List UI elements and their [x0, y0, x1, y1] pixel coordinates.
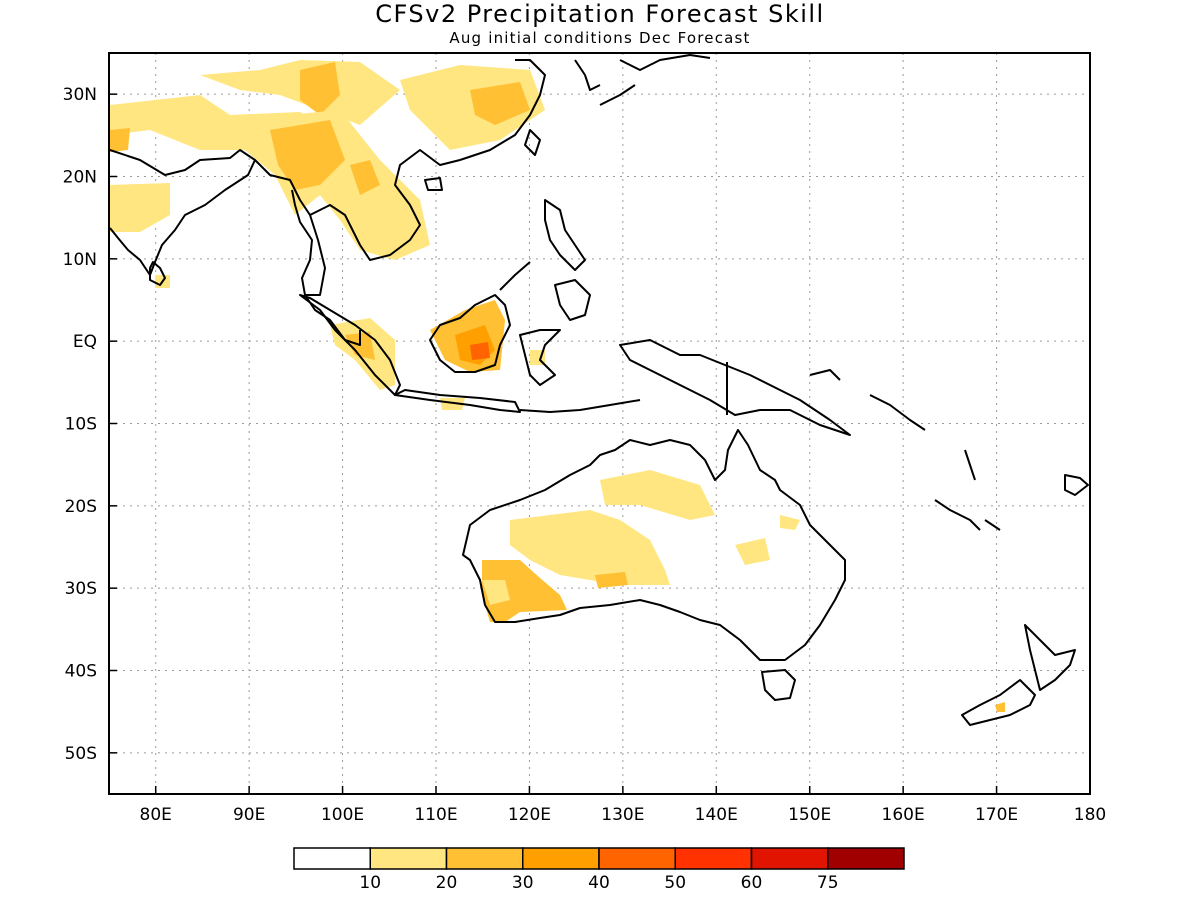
coast-borneo [429, 294, 511, 373]
colorbar-swatch [522, 847, 600, 870]
coast-taiwan [524, 129, 541, 156]
coast-new-caledonia [984, 519, 1001, 531]
coast-palawan [499, 261, 531, 291]
coast-fiji [1064, 474, 1089, 496]
lon-tick-label: 140E [695, 805, 738, 825]
coast-bismarck [809, 369, 926, 431]
colorbar: 10 20 30 40 50 60 75 [293, 847, 905, 893]
coast-tasmania [761, 669, 796, 701]
lat-tick-label: 10S [65, 415, 97, 435]
colorbar-label: 10 [359, 873, 381, 893]
shade-laos-core [350, 160, 380, 195]
longitude-ticks: 80E 90E 100E 110E 120E 130E 140E 150E 160E 170E 18… [140, 786, 1106, 825]
shade-sumatra-core [345, 332, 375, 360]
lat-tick-label: 50S [65, 744, 97, 764]
lat-tick-label: 10N [63, 250, 97, 270]
coast-japan [599, 54, 711, 106]
lon-tick-label: 150E [788, 805, 831, 825]
shade-india-core [110, 128, 130, 152]
shade-aus-sw2 [482, 580, 510, 605]
shade-nz [995, 702, 1005, 712]
colorbar-label: 75 [817, 873, 839, 893]
shade-aus-ne [780, 515, 800, 530]
chart-subtitle: Aug initial conditions Dec Forecast [449, 29, 751, 47]
colorbar-swatch [750, 847, 829, 870]
shade-aus-mid [595, 572, 628, 588]
coast-india [109, 149, 256, 276]
lat-tick-label: 40S [65, 662, 97, 682]
coast-sumatra [299, 294, 401, 396]
colorbar-label: 60 [741, 873, 763, 893]
coast-java [394, 389, 521, 413]
shade-aus-north [600, 470, 715, 520]
coast-burma [254, 159, 326, 296]
latitude-ticks: 30N 20N 10N EQ 10S 20S 30S 40S 50S [63, 85, 117, 764]
coast-korea [574, 59, 601, 91]
colorbar-label: 20 [436, 873, 458, 893]
coast-indochina [309, 149, 461, 261]
lon-tick-label: 80E [140, 805, 172, 825]
lat-tick-label: 20S [65, 497, 97, 517]
coast-nz-south [961, 679, 1036, 726]
colorbar-label: 30 [512, 873, 534, 893]
shade-java [440, 398, 465, 410]
coast-sri-lanka [149, 261, 166, 286]
colorbar-swatch [598, 847, 676, 870]
grid-lines [109, 53, 1090, 794]
coast-china [459, 59, 546, 161]
chart-title: CFSv2 Precipitation Forecast Skill [375, 0, 825, 28]
shade-borneo-peak [470, 342, 490, 360]
coast-australia [462, 429, 846, 661]
coast-solomons [934, 499, 981, 531]
colorbar-swatch [369, 847, 448, 870]
colorbar-swatch [674, 847, 753, 870]
shade-aus-sw [482, 560, 567, 622]
shade-india-west [110, 183, 170, 232]
colorbar-label: 40 [588, 873, 610, 893]
coast-sulawesi [519, 329, 561, 386]
coastlines [109, 54, 1089, 726]
colorbar-swatch [293, 847, 371, 870]
coast-lesser-sunda [519, 399, 641, 413]
coast-nz-north [1024, 624, 1076, 691]
lat-tick-label: 20N [63, 168, 97, 188]
lon-tick-label: 170E [975, 805, 1018, 825]
lon-tick-label: 180 [1074, 805, 1106, 825]
lat-tick-label: EQ [73, 332, 97, 352]
shade-tibet-core [300, 62, 340, 115]
coast-vanuatu [964, 449, 976, 481]
lat-tick-label: 30N [63, 85, 97, 105]
shade-burma-core [270, 120, 345, 190]
shade-china-core [470, 82, 530, 125]
skill-shading [110, 60, 1005, 712]
lon-tick-label: 130E [601, 805, 644, 825]
shade-aus-west [510, 510, 670, 585]
shade-aus-east [735, 538, 770, 565]
lon-tick-label: 100E [321, 805, 364, 825]
coast-new-guinea [619, 339, 851, 436]
colorbar-label: 50 [664, 873, 686, 893]
coast-malaya [304, 294, 361, 346]
lon-tick-label: 90E [233, 805, 265, 825]
lat-tick-label: 30S [65, 579, 97, 599]
coast-hainan [424, 177, 443, 191]
coast-mindanao [554, 279, 591, 321]
colorbar-swatch [827, 847, 905, 870]
lon-tick-label: 160E [882, 805, 925, 825]
lon-tick-label: 110E [414, 805, 457, 825]
colorbar-swatch [445, 847, 524, 870]
coast-luzon [544, 199, 586, 271]
lon-tick-label: 120E [508, 805, 551, 825]
